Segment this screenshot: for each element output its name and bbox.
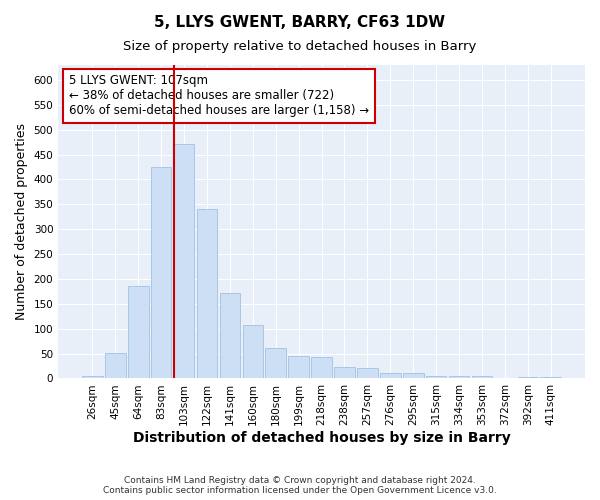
Bar [220,294,240,378]
Bar [174,144,194,378]
Text: Size of property relative to detached houses in Barry: Size of property relative to detached ho… [124,40,476,53]
Bar [265,348,286,378]
Bar [426,376,446,378]
Y-axis label: Number of detached properties: Number of detached properties [15,123,28,320]
Bar [105,353,125,378]
Bar [380,374,401,378]
Bar [197,210,217,378]
Bar [449,376,469,378]
Bar [311,357,332,378]
Bar [151,167,172,378]
Text: Contains HM Land Registry data © Crown copyright and database right 2024.
Contai: Contains HM Land Registry data © Crown c… [103,476,497,495]
Bar [472,376,493,378]
Bar [289,356,309,378]
Bar [128,286,149,378]
Text: 5 LLYS GWENT: 107sqm
← 38% of detached houses are smaller (722)
60% of semi-deta: 5 LLYS GWENT: 107sqm ← 38% of detached h… [69,74,369,118]
Text: 5, LLYS GWENT, BARRY, CF63 1DW: 5, LLYS GWENT, BARRY, CF63 1DW [154,15,446,30]
X-axis label: Distribution of detached houses by size in Barry: Distribution of detached houses by size … [133,431,511,445]
Bar [334,367,355,378]
Bar [357,368,378,378]
Bar [403,374,424,378]
Bar [82,376,103,378]
Bar [518,377,538,378]
Bar [242,324,263,378]
